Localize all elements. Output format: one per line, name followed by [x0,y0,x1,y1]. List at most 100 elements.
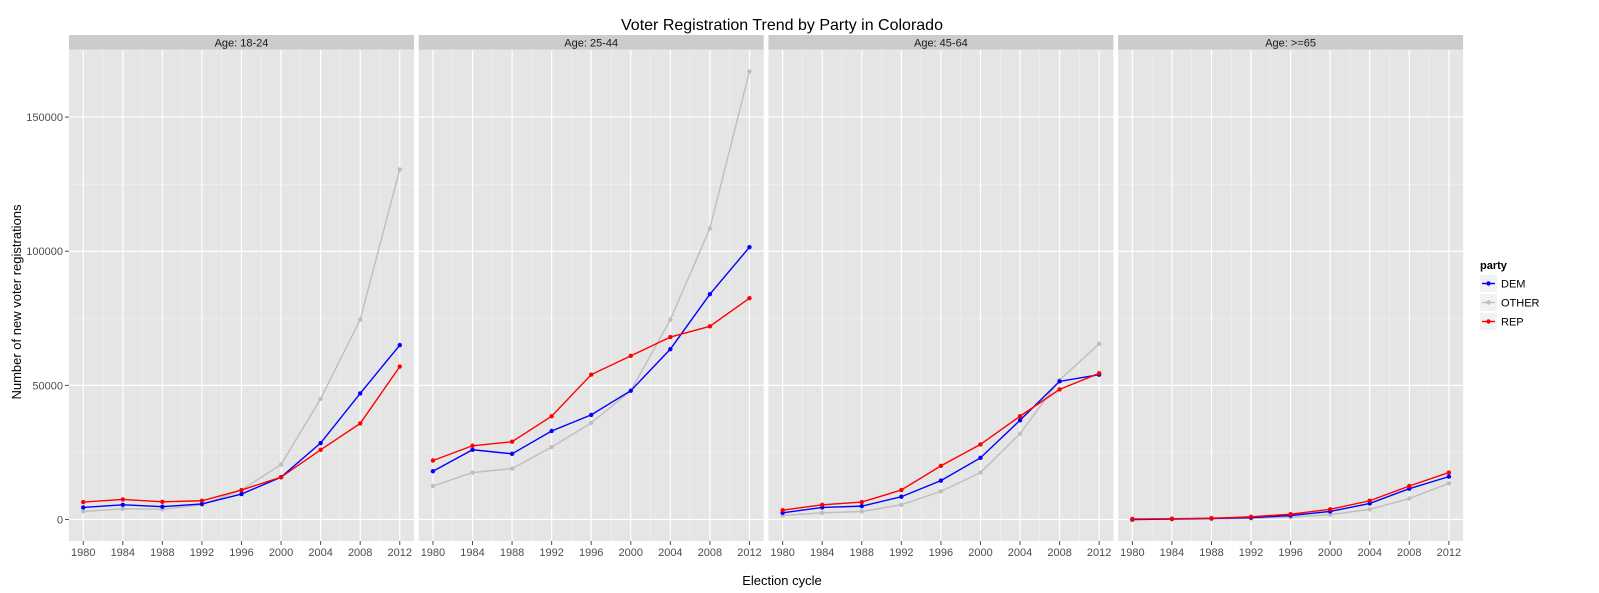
data-point-dem [549,428,554,434]
facet-strip [418,35,764,50]
x-tick-label: 1996 [579,547,603,559]
data-point-dem [470,447,475,452]
x-tick-label: 2008 [1397,547,1421,559]
data-point-other [357,317,363,322]
facet-strip-label: Age: >=65 [1265,38,1316,50]
x-tick-label: 1980 [71,547,95,559]
data-point-other [1367,507,1372,512]
x-tick-label: 2008 [698,547,722,559]
data-point-dem [357,391,363,396]
x-tick-label: 2008 [348,547,372,559]
data-point-rep [1288,511,1293,517]
x-tick-label: 1988 [1199,547,1223,559]
data-point-rep [470,443,475,448]
data-point-dem [978,455,983,461]
legend-key-point [1486,300,1491,305]
data-point-other [470,470,475,475]
data-point-dem [707,291,713,297]
data-point-other [430,483,436,489]
data-point-dem [668,346,673,352]
facet-panel: Age: 18-24 1980 1984 1988 1992 1996 2000 2004 20… [69,35,414,559]
data-point-other [668,317,673,322]
x-tick-label: 2000 [1318,547,1342,559]
data-point-dem [859,503,864,509]
data-point-rep [668,334,673,340]
facet-panel: Age: >=65 1980 1984 1988 1992 1996 2000 2004 200… [1118,35,1464,559]
facet-strip-label: Age: 25-44 [564,38,618,50]
data-point-rep [318,447,323,452]
legend-title: party [1480,260,1508,272]
data-point-other [1327,512,1333,517]
data-point-other [81,509,86,514]
facet-strip [768,35,1114,50]
data-point-rep [1130,516,1135,522]
data-point-other [318,396,323,401]
x-tick-label: 1984 [1160,547,1184,559]
data-point-other [278,462,284,467]
legend-key-point [1486,281,1491,286]
x-tick-label: 2012 [737,547,761,559]
x-tick-label: 1984 [810,547,834,559]
data-point-other [397,167,402,172]
data-point-other [549,444,554,450]
y-axis-title: Number of new voter registrations [9,204,24,400]
x-tick-label: 1996 [929,547,953,559]
data-point-rep [1057,387,1062,392]
data-point-rep [747,295,752,301]
data-point-rep [1169,516,1175,521]
data-point-other [589,420,594,426]
x-tick-label: 1980 [421,547,445,559]
data-point-rep [549,414,554,419]
x-axis-title: Election cycle [742,573,821,588]
data-point-dem [199,501,205,507]
data-point-rep [1096,371,1102,376]
x-tick-label: 2012 [388,547,412,559]
data-point-rep [239,487,244,493]
x-tick-label: 1996 [1278,547,1302,559]
data-point-rep [430,458,436,463]
data-point-dem [628,388,633,393]
facet-strip [1118,35,1464,50]
legend-label-other: OTHER [1501,298,1540,310]
data-point-rep [628,353,633,359]
legend-label-rep: REP [1501,317,1524,329]
data-point-rep [1367,498,1372,503]
data-point-rep [120,497,126,502]
data-point-rep [1209,515,1214,521]
data-point-rep [1407,483,1412,489]
legend-label-dem: DEM [1501,279,1525,291]
data-point-rep [199,498,205,503]
data-point-other [1096,341,1102,346]
data-point-dem [589,412,594,418]
x-tick-label: 1988 [150,547,174,559]
x-tick-label: 2000 [968,547,992,559]
data-point-rep [938,463,944,469]
data-point-other [1017,431,1023,436]
facet-strip-label: Age: 45-64 [914,38,968,50]
facet-strip-label: Age: 18-24 [215,38,269,50]
x-tick-label: 2004 [1357,547,1381,559]
data-point-dem [747,245,752,250]
data-point-dem [938,478,944,483]
data-point-rep [899,487,904,493]
x-tick-label: 1992 [190,547,214,559]
x-tick-label: 1984 [460,547,484,559]
x-tick-label: 1992 [1239,547,1263,559]
x-tick-label: 1988 [850,547,874,559]
x-tick-label: 1980 [770,547,794,559]
x-tick-label: 2004 [658,547,682,559]
data-point-other [747,69,752,74]
facet-strip [69,35,414,50]
y-tick-label: 100000 [26,246,63,258]
x-tick-label: 2000 [619,547,643,559]
data-point-other [1446,481,1452,486]
data-point-rep [707,324,713,329]
data-point-rep [780,507,785,513]
data-point-rep [397,364,402,369]
data-point-dem [1057,379,1062,384]
x-tick-label: 1996 [229,547,253,559]
data-point-other [707,226,713,231]
data-point-rep [278,474,284,480]
data-point-rep [1017,414,1023,419]
data-point-rep [859,499,864,505]
